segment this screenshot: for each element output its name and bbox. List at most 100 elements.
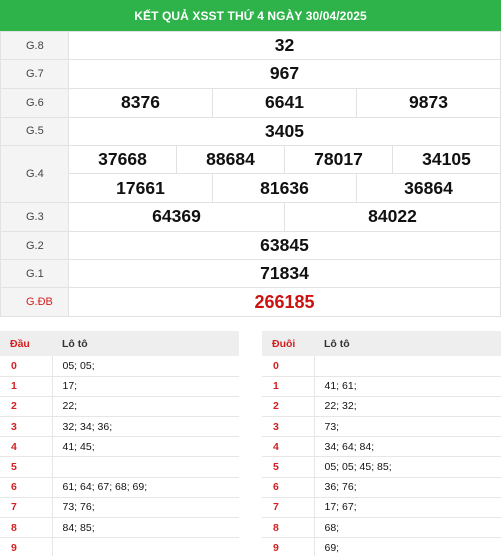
loto-head-key: 3 xyxy=(0,416,53,438)
loto-tail-key: 4 xyxy=(262,436,315,458)
loto-head-key: 0 xyxy=(0,356,53,377)
loto-head-values: 73; 76; xyxy=(52,497,239,519)
loto-head-row: 8 84; 85; xyxy=(0,517,239,539)
prize-row-g8: G.8 32 xyxy=(0,30,501,61)
loto-head-values: 41; 45; xyxy=(52,436,239,458)
prize-number: 81636 xyxy=(212,174,356,202)
prize-label: G.5 xyxy=(0,116,69,146)
loto-tail-key: 7 xyxy=(262,497,315,519)
prize-row-g7: G.7 967 xyxy=(0,59,501,89)
prize-number: 3405 xyxy=(68,116,501,146)
prize-label: G.1 xyxy=(0,259,69,289)
loto-tail-key: 8 xyxy=(262,517,315,539)
prize-number: 34105 xyxy=(392,145,500,174)
prize-number: 37668 xyxy=(98,149,147,170)
loto-tail-row: 4 34; 64; 84; xyxy=(262,436,501,458)
prize-row-g4: G.4 37668 88684 78017 34105 17661 81636 … xyxy=(0,144,501,203)
loto-tail-key-header: Đuôi xyxy=(262,331,314,356)
prize-label: G.7 xyxy=(0,59,69,89)
loto-head-key: 1 xyxy=(0,376,53,397)
prize-number: 9873 xyxy=(356,88,500,117)
loto-head-val-header: Lô tô xyxy=(52,331,239,356)
prize-row-g5: G.5 3405 xyxy=(0,116,501,146)
loto-head-row: 2 22; xyxy=(0,396,239,418)
loto-tail-values: 05; 05; 45; 85; xyxy=(314,456,501,478)
prize-row-g3: G.3 64369 84022 xyxy=(0,201,501,232)
loto-tail-key: 2 xyxy=(262,396,315,418)
prize-number-group: 8376 6641 9873 xyxy=(68,87,501,118)
prize-label: G.ĐB xyxy=(0,287,69,317)
loto-head-values: 61; 64; 67; 68; 69; xyxy=(52,477,239,498)
loto-head-key: 5 xyxy=(0,456,53,478)
loto-head-values: 05; 05; xyxy=(52,356,239,377)
prize-number: 84022 xyxy=(284,202,500,231)
loto-tail-key: 6 xyxy=(262,477,315,498)
prize-number: 17661 xyxy=(116,177,165,198)
loto-head-values: 22; xyxy=(52,396,239,418)
loto-tail-key: 5 xyxy=(262,456,315,478)
prize-number: 71834 xyxy=(68,259,501,289)
loto-head-key: 7 xyxy=(0,497,53,519)
loto-tail-row: 6 36; 76; xyxy=(262,477,501,498)
prize-number: 64369 xyxy=(152,206,201,227)
prize-number-group: 64369 84022 xyxy=(68,201,501,232)
loto-tail-key: 3 xyxy=(262,416,315,438)
loto-tail-val-header: Lô tô xyxy=(314,331,501,356)
loto-tail-values: 68; xyxy=(314,517,501,539)
loto-tail-values: 36; 76; xyxy=(314,477,501,498)
loto-tail-values: 41; 61; xyxy=(314,376,501,397)
loto-head-row: 1 17; xyxy=(0,376,239,397)
loto-tail-row: 0 xyxy=(262,356,501,377)
special-prize-number: 266185 xyxy=(68,287,501,317)
loto-tail-values xyxy=(314,356,501,377)
loto-head-key: 9 xyxy=(0,537,53,556)
prize-number: 6641 xyxy=(212,88,356,117)
prize-number: 78017 xyxy=(284,145,392,174)
loto-head-values: 17; xyxy=(52,376,239,397)
loto-tail-row: 9 69; xyxy=(262,537,501,556)
prize-label: G.8 xyxy=(0,30,69,61)
loto-tail-row: 7 17; 67; xyxy=(262,497,501,519)
prize-label: G.3 xyxy=(0,201,69,232)
prize-row-g1: G.1 71834 xyxy=(0,259,501,289)
results-table: G.8 32 G.7 967 G.6 8376 6641 9873 G.5 34… xyxy=(0,30,501,317)
loto-head-row: 5 xyxy=(0,456,239,478)
loto-tail-values: 22; 32; xyxy=(314,396,501,418)
prize-label: G.6 xyxy=(0,87,69,118)
loto-tail-table: Đuôi Lô tô 0 1 41; 61; 2 22; 32; 3 73; 4 34; 64;… xyxy=(262,331,501,556)
results-title: KẾT QUẢ XSST THỨ 4 NGÀY 30/04/2025 xyxy=(0,0,501,31)
prize-number: 36864 xyxy=(356,174,500,202)
prize-number: 32 xyxy=(68,30,501,61)
loto-head-row: 9 xyxy=(0,537,239,556)
loto-head-values: 84; 85; xyxy=(52,517,239,539)
loto-head-values xyxy=(52,537,239,556)
loto-head-key: 2 xyxy=(0,396,53,418)
prize-number: 967 xyxy=(68,59,501,89)
prize-label: G.4 xyxy=(0,144,69,203)
loto-head-key: 4 xyxy=(0,436,53,458)
loto-head-row: 7 73; 76; xyxy=(0,497,239,519)
loto-tail-values: 73; xyxy=(314,416,501,438)
prize-number: 88684 xyxy=(176,145,284,174)
loto-head-row: 3 32; 34; 36; xyxy=(0,416,239,438)
loto-head-row: 4 41; 45; xyxy=(0,436,239,458)
loto-tail-row: 2 22; 32; xyxy=(262,396,501,418)
loto-head-key: 8 xyxy=(0,517,53,539)
prize-number-group: 37668 88684 78017 34105 17661 81636 3686… xyxy=(68,144,501,203)
loto-head-key: 6 xyxy=(0,477,53,498)
loto-tail-key: 0 xyxy=(262,356,315,377)
loto-tail-row: 3 73; xyxy=(262,416,501,438)
loto-tail-values: 69; xyxy=(314,537,501,556)
loto-head-row: 0 05; 05; xyxy=(0,356,239,377)
prize-row-g2: G.2 63845 xyxy=(0,230,501,261)
prize-number: 63845 xyxy=(68,230,501,261)
loto-tail-values: 34; 64; 84; xyxy=(314,436,501,458)
loto-head-table: Đầu Lô tô 0 05; 05; 1 17; 2 22; 3 32; 34; 36; 4 4… xyxy=(0,331,239,556)
loto-tail-row: 5 05; 05; 45; 85; xyxy=(262,456,501,478)
loto-tail-row: 8 68; xyxy=(262,517,501,539)
loto-tail-key: 9 xyxy=(262,537,315,556)
loto-head-values xyxy=(52,456,239,478)
prize-label: G.2 xyxy=(0,230,69,261)
loto-head-values: 32; 34; 36; xyxy=(52,416,239,438)
loto-tail-row: 1 41; 61; xyxy=(262,376,501,397)
